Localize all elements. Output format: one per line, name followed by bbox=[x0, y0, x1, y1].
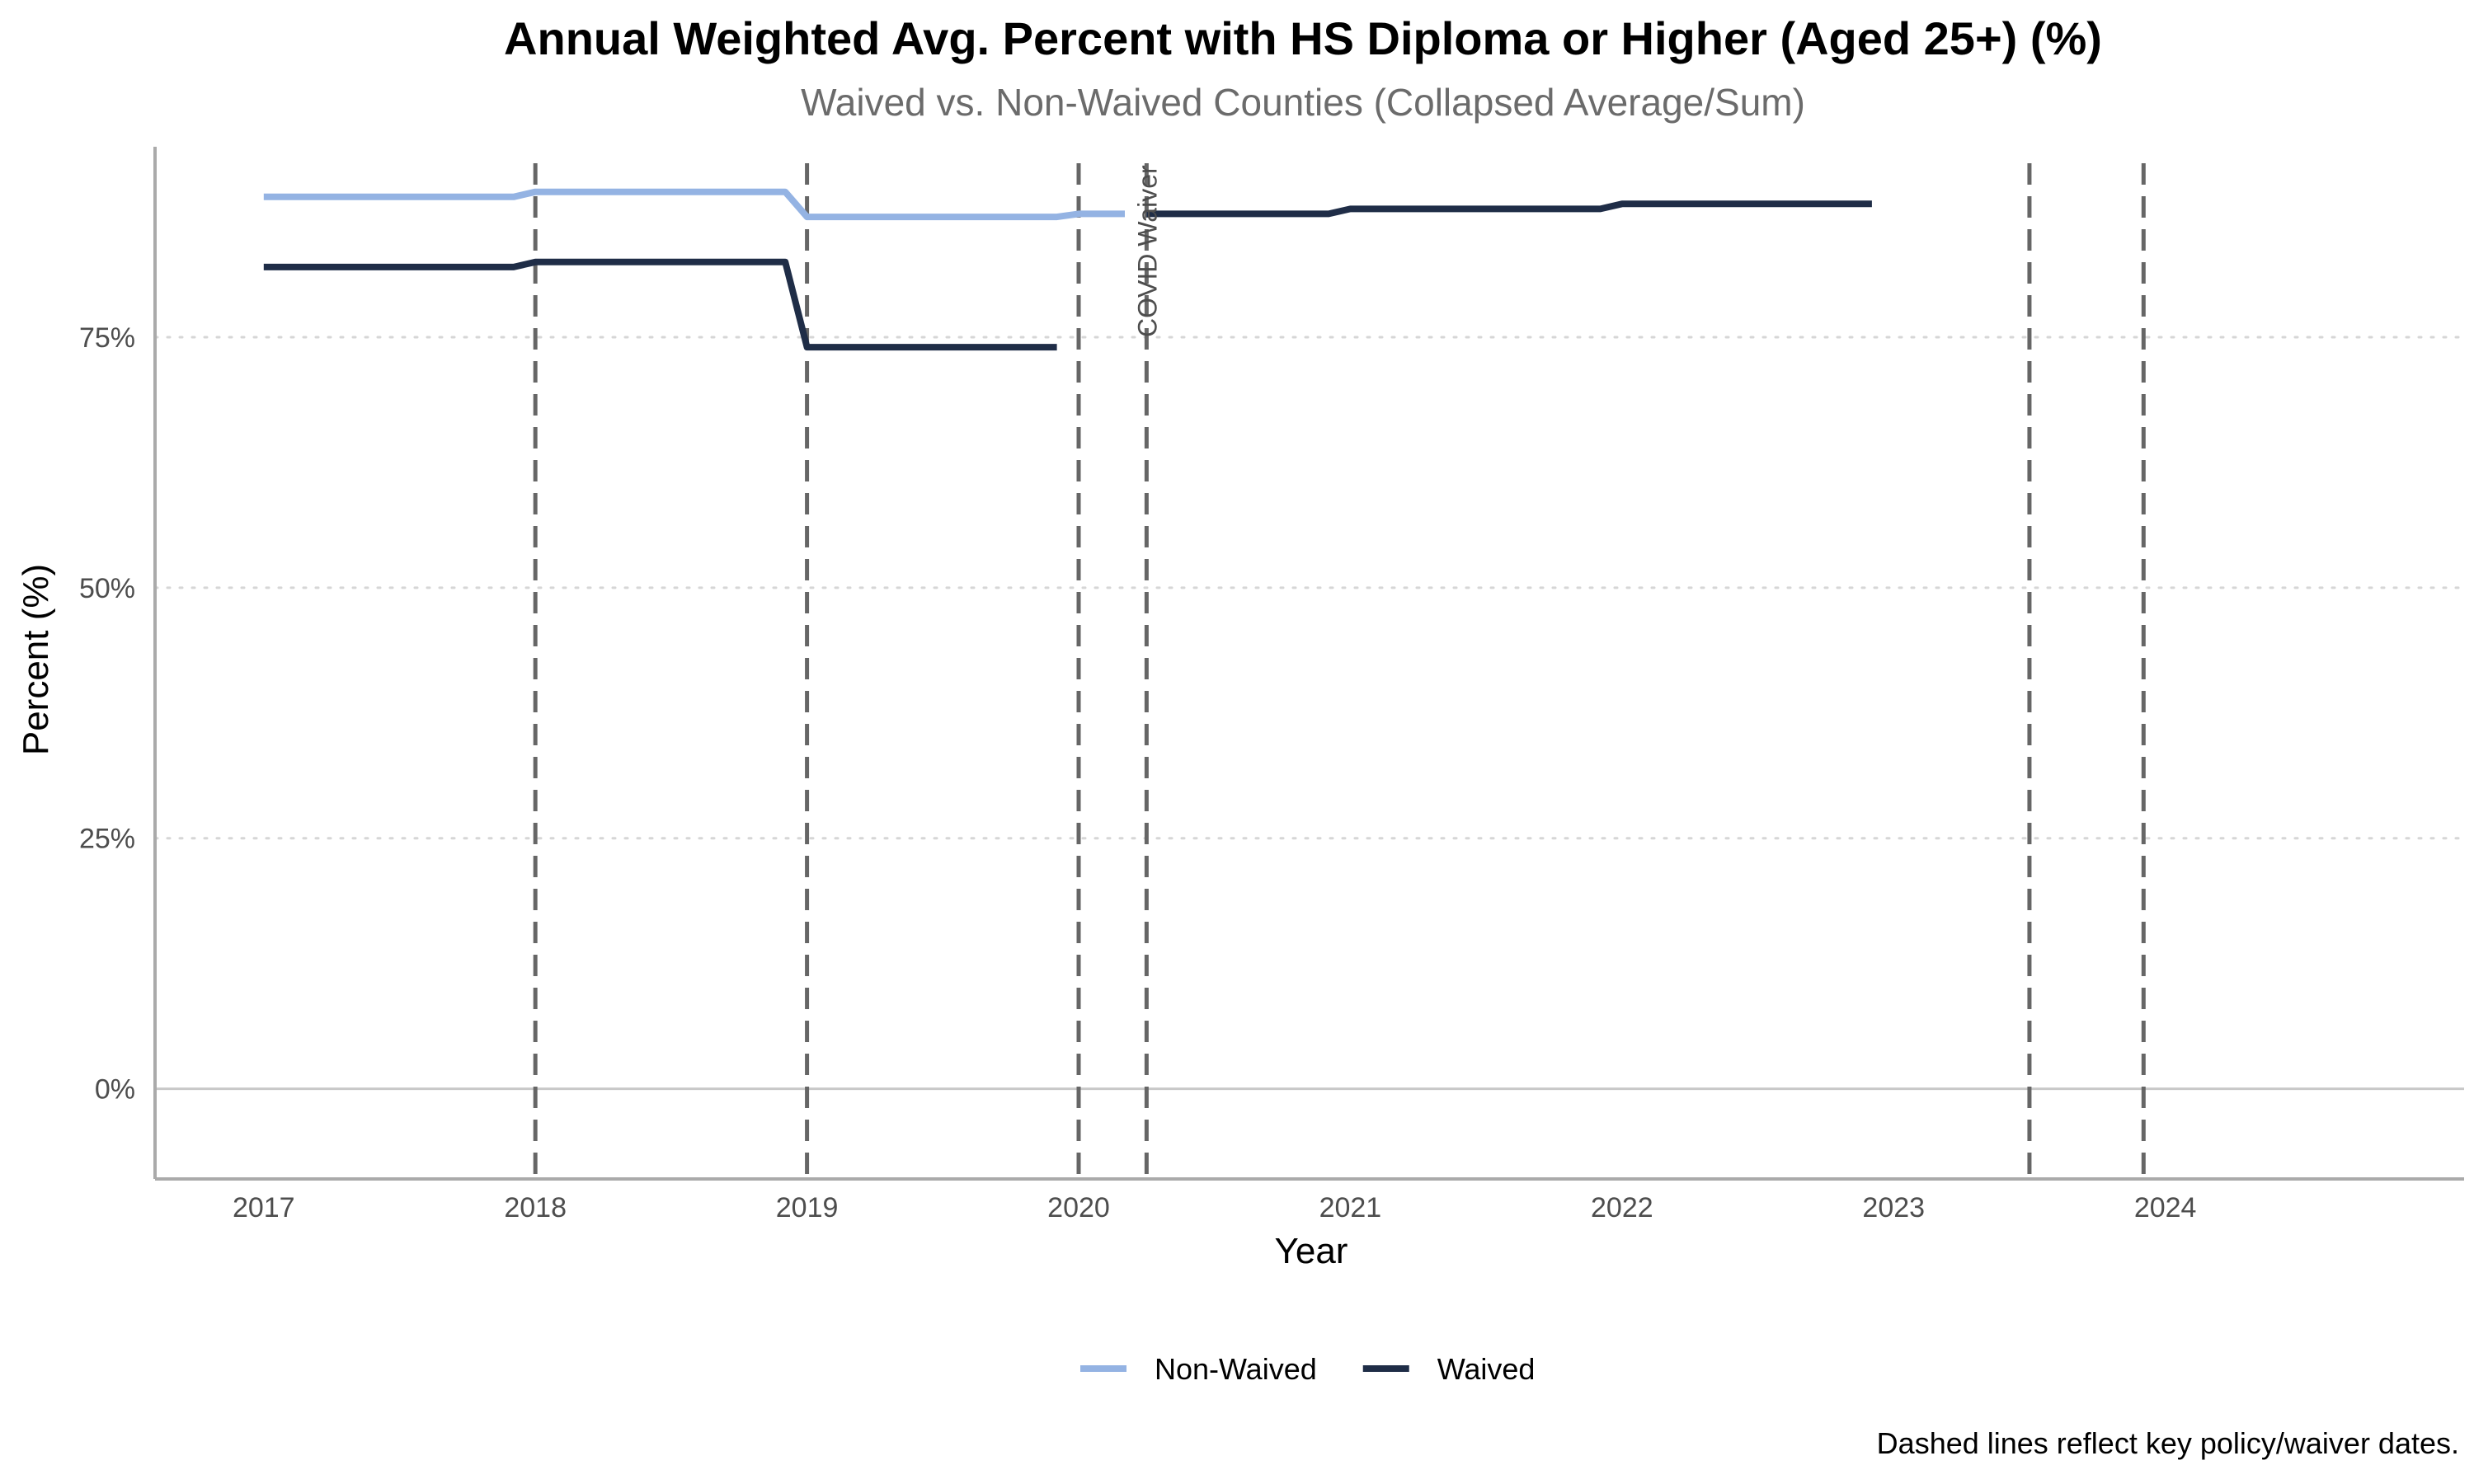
series-line-waived bbox=[1146, 200, 1872, 218]
y-tick-label: 0% bbox=[95, 1074, 135, 1106]
x-tick-label: 2023 bbox=[1862, 1192, 1925, 1223]
x-tick-label: 2021 bbox=[1319, 1192, 1382, 1223]
axes bbox=[153, 147, 2464, 1181]
x-axis-title: Year bbox=[1275, 1231, 1348, 1271]
legend: Non-Waived Waived bbox=[1080, 1352, 1535, 1386]
x-tick-label: 2020 bbox=[1047, 1192, 1110, 1223]
x-tick-label: 2017 bbox=[233, 1192, 295, 1223]
x-tick-label: 2022 bbox=[1591, 1192, 1653, 1223]
y-tick-label: 75% bbox=[79, 322, 135, 354]
x-tick-label: 2024 bbox=[2134, 1192, 2197, 1223]
annotation-label: COVID Waiver bbox=[1132, 165, 1162, 337]
chart-subtitle: Waived vs. Non-Waived Counties (Collapse… bbox=[801, 81, 1805, 124]
y-tick-label: 25% bbox=[79, 824, 135, 855]
chart-title: Annual Weighted Avg. Percent with HS Dip… bbox=[504, 12, 2102, 64]
legend-label: Waived bbox=[1437, 1352, 1536, 1386]
series-lines bbox=[263, 188, 1872, 351]
series-line-waived bbox=[263, 258, 1057, 351]
annotations: COVID Waiver bbox=[1132, 165, 1162, 337]
y-axis-title: Percent (%) bbox=[16, 564, 56, 755]
y-tick-label: 50% bbox=[79, 573, 135, 604]
chart-caption: Dashed lines reflect key policy/waiver d… bbox=[1877, 1426, 2459, 1460]
x-tick-labels: 2017 2018 2019 2020 2021 2022 2023 2024 bbox=[233, 1192, 2197, 1223]
y-tick-labels: 0% 25% 50% 75% bbox=[79, 322, 135, 1106]
x-tick-label: 2018 bbox=[504, 1192, 567, 1223]
legend-label: Non-Waived bbox=[1155, 1352, 1317, 1386]
y-gridlines bbox=[153, 336, 2466, 1091]
x-tick-label: 2019 bbox=[776, 1192, 839, 1223]
reference-lines bbox=[533, 163, 2146, 1179]
series-line-non-waived bbox=[263, 188, 1125, 221]
